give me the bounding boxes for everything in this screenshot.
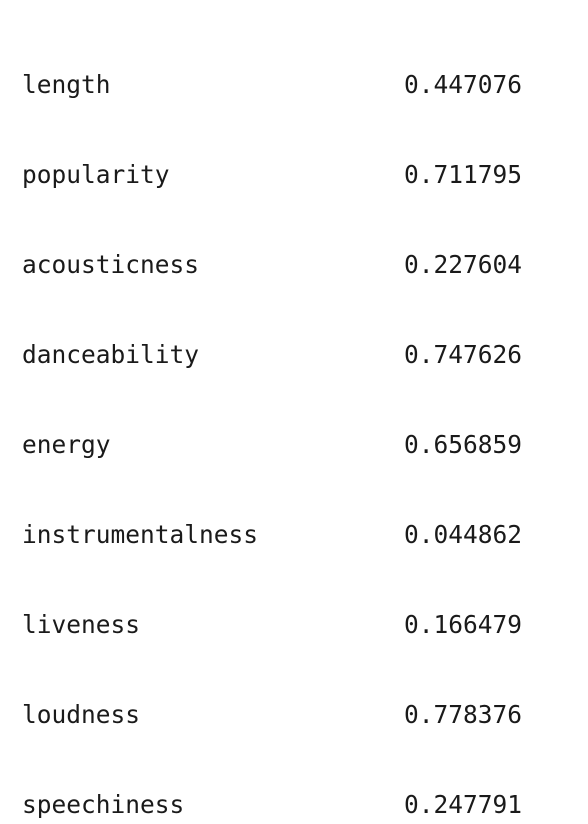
row-value: 0.447076 bbox=[403, 70, 522, 99]
series-row: danceability 0.747626 bbox=[22, 340, 522, 370]
series-row: liveness 0.166479 bbox=[22, 610, 522, 640]
row-value: 0.747626 bbox=[403, 340, 522, 369]
series-row: popularity 0.711795 bbox=[22, 160, 522, 190]
series-output: length 0.447076 popularity 0.711795 acou… bbox=[22, 10, 522, 824]
row-value: 0.247791 bbox=[403, 790, 522, 819]
row-label: popularity bbox=[22, 160, 170, 189]
row-label: danceability bbox=[22, 340, 200, 369]
row-label: length bbox=[22, 70, 111, 99]
row-value: 0.044862 bbox=[403, 520, 522, 549]
series-row: speechiness 0.247791 bbox=[22, 790, 522, 820]
series-row: acousticness 0.227604 bbox=[22, 250, 522, 280]
row-value: 0.778376 bbox=[403, 700, 522, 729]
row-label: loudness bbox=[22, 700, 141, 729]
series-row: energy 0.656859 bbox=[22, 430, 522, 460]
row-value: 0.656859 bbox=[403, 430, 522, 459]
row-label: energy bbox=[22, 430, 111, 459]
row-label: acousticness bbox=[22, 250, 200, 279]
row-label: liveness bbox=[22, 610, 141, 639]
row-label: speechiness bbox=[22, 790, 185, 819]
series-row: loudness 0.778376 bbox=[22, 700, 522, 730]
row-label: instrumentalness bbox=[22, 520, 259, 549]
series-row: instrumentalness 0.044862 bbox=[22, 520, 522, 550]
row-value: 0.166479 bbox=[403, 610, 522, 639]
row-value: 0.711795 bbox=[403, 160, 522, 189]
series-row: length 0.447076 bbox=[22, 70, 522, 100]
row-value: 0.227604 bbox=[403, 250, 522, 279]
